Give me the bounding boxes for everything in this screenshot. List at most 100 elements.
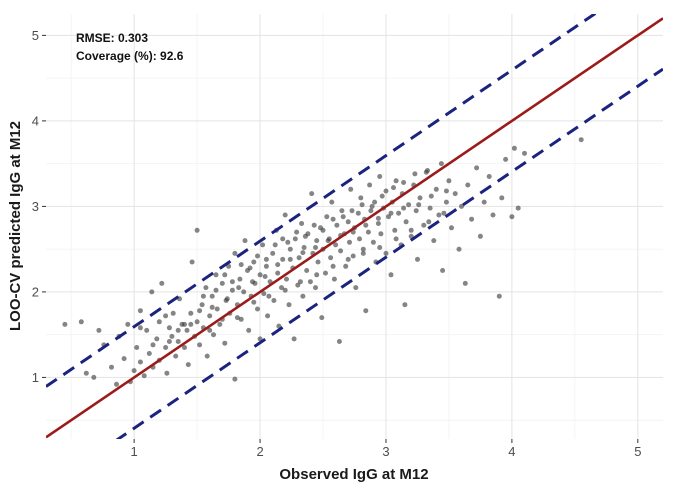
data-point	[282, 287, 288, 293]
data-point	[363, 222, 369, 228]
data-point	[284, 276, 289, 282]
data-point	[440, 268, 446, 273]
data-point	[393, 236, 399, 242]
data-point	[219, 280, 225, 286]
data-point	[319, 315, 325, 321]
data-point	[415, 256, 420, 262]
data-point	[302, 233, 308, 239]
data-point	[166, 325, 172, 331]
data-point	[261, 291, 267, 297]
data-point	[271, 298, 277, 303]
data-point	[163, 313, 169, 319]
data-point	[237, 276, 243, 282]
data-point	[270, 250, 276, 256]
data-point	[443, 188, 449, 194]
data-point	[232, 250, 238, 256]
data-point	[503, 156, 509, 162]
data-point	[229, 287, 235, 293]
data-point	[370, 239, 376, 245]
data-point	[217, 321, 223, 327]
data-point	[431, 238, 437, 244]
data-point	[246, 327, 252, 333]
data-point	[388, 272, 394, 278]
data-point	[232, 376, 238, 382]
data-point	[185, 362, 191, 368]
data-point	[297, 279, 303, 285]
data-point	[275, 270, 281, 276]
data-point	[436, 212, 442, 218]
data-point	[386, 214, 391, 220]
data-point	[287, 256, 293, 262]
data-point	[343, 263, 349, 269]
data-point	[125, 321, 131, 327]
data-point	[207, 327, 213, 333]
data-point	[393, 178, 399, 184]
data-point	[301, 245, 307, 250]
data-point	[375, 221, 381, 226]
data-point	[401, 205, 407, 211]
data-point	[428, 193, 434, 199]
y-tick-label: 4	[32, 113, 39, 128]
data-point	[199, 302, 205, 308]
data-point	[275, 262, 281, 268]
data-point	[266, 293, 272, 299]
data-point	[438, 161, 444, 167]
data-point	[291, 336, 297, 342]
data-point	[338, 248, 344, 254]
data-point	[388, 210, 394, 216]
data-point	[360, 250, 366, 256]
data-point	[392, 227, 398, 233]
data-point	[262, 274, 268, 279]
data-point	[285, 239, 291, 245]
data-point	[403, 219, 409, 225]
data-point	[490, 212, 496, 218]
data-point	[357, 236, 362, 242]
data-point	[425, 168, 430, 173]
data-point	[134, 345, 140, 350]
data-point	[121, 356, 127, 362]
data-point	[62, 321, 68, 327]
data-point	[372, 199, 378, 205]
data-point	[309, 191, 315, 197]
x-tick-label: 1	[131, 444, 138, 459]
data-point	[213, 272, 219, 278]
data-point	[163, 345, 169, 350]
data-point	[209, 304, 215, 310]
data-point	[383, 250, 389, 256]
data-point	[462, 280, 468, 286]
data-point	[379, 193, 385, 199]
data-point	[329, 199, 335, 205]
minor-gridlines	[46, 14, 663, 439]
data-point	[251, 259, 257, 265]
data-point	[313, 245, 318, 250]
data-point	[441, 210, 447, 216]
data-point	[109, 364, 114, 370]
x-axis-title: Observed IgG at M12	[279, 466, 428, 483]
data-point	[313, 285, 318, 291]
data-point	[255, 306, 260, 312]
data-point	[427, 205, 433, 211]
data-point	[238, 262, 244, 268]
data-point	[287, 246, 293, 252]
data-point	[236, 285, 242, 291]
data-point	[358, 195, 364, 201]
data-point	[197, 342, 203, 348]
data-point	[146, 351, 152, 356]
data-point	[443, 199, 449, 205]
data-point	[154, 336, 160, 342]
data-point	[406, 202, 412, 208]
data-point	[295, 282, 301, 288]
data-point	[282, 212, 288, 218]
data-point	[328, 255, 334, 261]
data-point	[481, 199, 487, 205]
data-point	[360, 246, 366, 252]
data-point	[131, 368, 137, 374]
data-point	[299, 221, 305, 226]
data-point	[250, 279, 255, 285]
data-point	[452, 191, 458, 197]
data-point	[426, 219, 432, 225]
data-point	[499, 195, 505, 201]
data-point	[522, 150, 527, 156]
data-point	[315, 259, 321, 265]
data-point	[446, 178, 452, 184]
